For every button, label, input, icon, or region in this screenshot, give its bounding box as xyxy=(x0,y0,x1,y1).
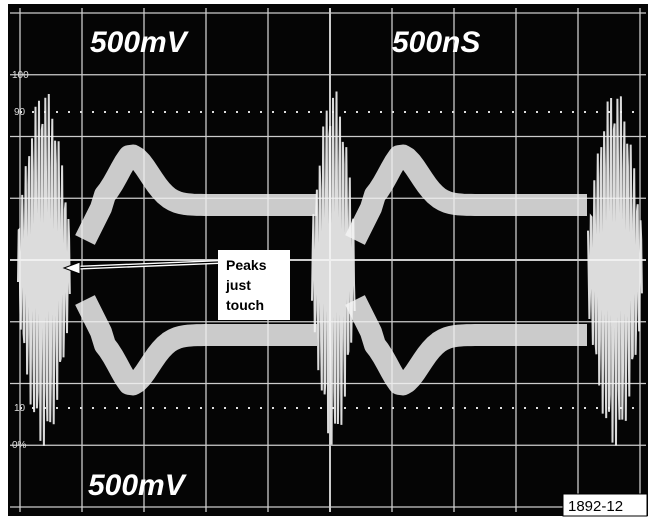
annotation-line: touch xyxy=(226,297,264,313)
graticule-label: 10 xyxy=(14,403,26,414)
graticule-label: 90 xyxy=(14,107,26,118)
annotation-line: Peaks xyxy=(226,257,267,273)
volts-per-div-bottom: 500mV xyxy=(88,469,188,502)
graticule-label: 100 xyxy=(12,70,29,81)
oscilloscope-photo: 500mV 500nS 500mV 100 90 10 0% Peaks jus… xyxy=(0,0,651,518)
time-per-div: 500nS xyxy=(392,26,480,59)
figure-id: 1892-12 xyxy=(568,498,623,515)
volts-per-div-top: 500mV xyxy=(90,26,190,59)
annotation-line: just xyxy=(225,277,251,293)
graticule-label: 0% xyxy=(12,440,27,451)
page: 500mV 500nS 500mV 100 90 10 0% Peaks jus… xyxy=(0,0,651,518)
